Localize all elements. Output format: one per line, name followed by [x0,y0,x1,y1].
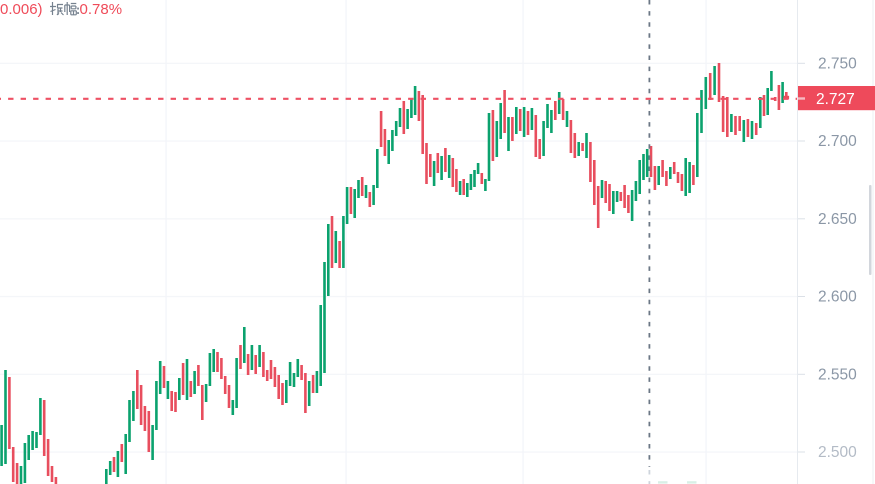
svg-text:2.650: 2.650 [818,211,857,228]
svg-text:0.006): 0.006) [0,1,43,18]
svg-text:2.700: 2.700 [818,133,857,150]
svg-text:2.727: 2.727 [816,91,855,108]
svg-text:2.550: 2.550 [818,367,857,384]
svg-text:0.78%: 0.78% [80,1,123,18]
svg-text:2.750: 2.750 [818,56,857,73]
svg-text:2.600: 2.600 [818,289,857,306]
svg-text:2.500: 2.500 [818,444,857,461]
